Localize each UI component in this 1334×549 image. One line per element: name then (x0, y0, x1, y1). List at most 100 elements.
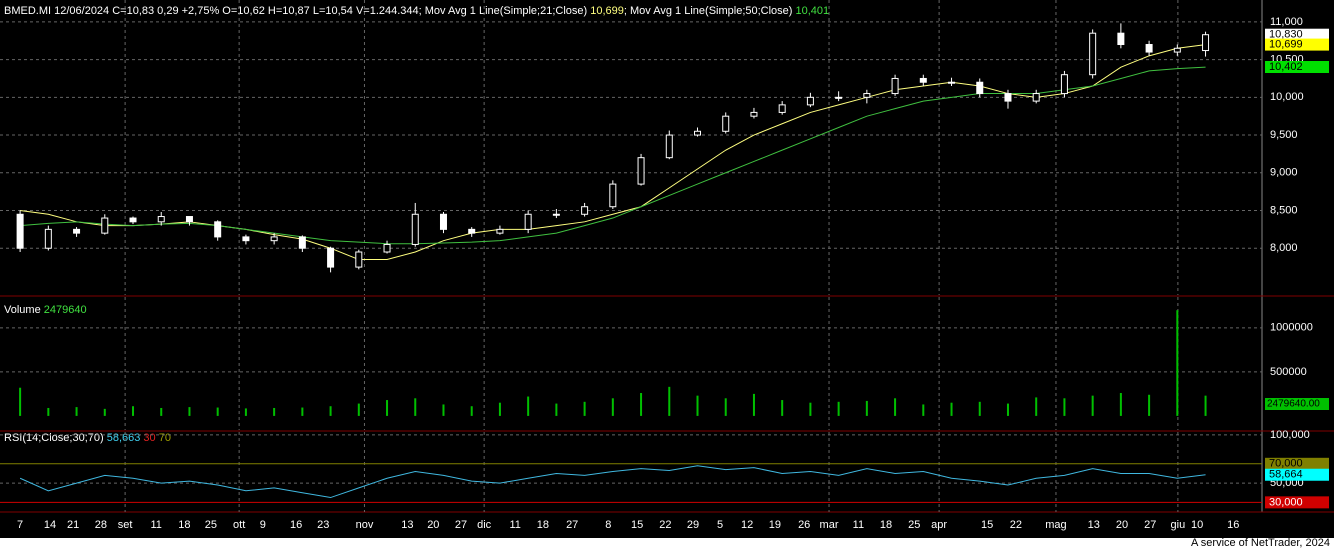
x-tick-label: apr (931, 519, 947, 531)
value-box-label: 10,699 (1269, 38, 1303, 50)
candle-body (609, 183, 617, 208)
x-tick-label: giu (1171, 519, 1186, 531)
value-box-label: 70,000 (1269, 458, 1303, 470)
volume-bar (357, 403, 360, 416)
volume-bar (244, 408, 247, 416)
candle-body (16, 213, 24, 249)
candle-body (496, 228, 504, 234)
volume-value: 2479640 (44, 304, 87, 316)
candle-body (637, 157, 645, 185)
x-tick-label: 22 (1010, 519, 1022, 531)
candle-body (1089, 32, 1097, 76)
candle-body (214, 221, 222, 238)
rsi-value: 58,663 (107, 432, 141, 444)
x-tick-label: 19 (769, 519, 781, 531)
volume-bar (301, 407, 304, 416)
candle-body (242, 236, 250, 242)
ma21-value: 10,699 (590, 5, 624, 17)
candle-body (891, 77, 899, 95)
volume-bar (414, 398, 417, 416)
candle-body (1202, 34, 1210, 52)
footer: A service of NetTrader, 2024 (1191, 537, 1330, 549)
x-tick-label: 11 (509, 519, 520, 531)
header-text: BMED.MI 12/06/2024 C=10,83 0,29 +2,75% O… (4, 5, 590, 17)
x-tick-label: 15 (981, 519, 993, 531)
x-tick-label: 15 (631, 519, 643, 531)
candle-body (411, 213, 419, 245)
volume-bar (724, 398, 727, 416)
candle-body (157, 216, 165, 223)
price-header: BMED.MI 12/06/2024 C=10,83 0,29 +2,75% O… (4, 5, 829, 17)
volume-bar (1148, 394, 1151, 416)
volume-bar (555, 403, 558, 416)
volume-bar (978, 401, 981, 416)
x-tick-label: 20 (1116, 519, 1128, 531)
value-box-label: 58,664 (1269, 469, 1303, 481)
y-tick-label: 9,500 (1270, 129, 1298, 141)
x-tick-label: 29 (687, 519, 699, 531)
x-tick-label: 28 (95, 519, 107, 531)
y-tick-label: 8,000 (1270, 242, 1298, 254)
volume-bar (837, 401, 840, 416)
volume-bar (1006, 403, 1009, 416)
candle-body (101, 217, 109, 234)
candle-body (327, 247, 335, 268)
candle-body (383, 243, 391, 253)
volume-bar (47, 407, 50, 416)
x-tick-label: 18 (537, 519, 549, 531)
x-tick-label: 23 (317, 519, 329, 531)
volume-bar (865, 400, 868, 416)
y-tick-label: 100,000 (1270, 429, 1310, 441)
footer-strip (0, 538, 1334, 549)
value-box (1265, 496, 1329, 509)
x-tick-label: 27 (1144, 519, 1156, 531)
candle-body (552, 213, 560, 216)
value-box (1265, 468, 1329, 481)
candle-body (73, 228, 81, 234)
x-tick-label: mar (820, 519, 839, 531)
volume-bar (894, 398, 897, 416)
x-tick-label: 27 (566, 519, 578, 531)
volume-bar (470, 406, 473, 416)
candle-body (1032, 93, 1040, 102)
x-tick-label: 18 (178, 519, 190, 531)
volume-bar (386, 400, 389, 416)
value-box (1265, 28, 1329, 41)
candle-body (722, 115, 730, 132)
volume-bar (75, 407, 78, 416)
candle-body (1004, 93, 1012, 102)
candle-body (694, 130, 702, 136)
candle-body (270, 236, 278, 242)
volume-bar (19, 387, 22, 416)
y-tick-label: 500000 (1270, 366, 1307, 378)
volume-bar (583, 401, 586, 416)
x-tick-label: 13 (401, 519, 413, 531)
volume-bar (188, 407, 191, 416)
rsi-low: 30 (140, 432, 155, 444)
y-tick-label: 10,000 (1270, 91, 1304, 103)
volume-bar (1176, 310, 1179, 416)
value-box (1265, 457, 1329, 470)
candle-body (468, 228, 476, 234)
x-tick-label: 25 (908, 519, 920, 531)
ma50-text: ; Mov Avg 1 Line(Simple;50;Close) (624, 5, 796, 17)
x-tick-label: 8 (605, 519, 611, 531)
x-tick-label: mag (1045, 519, 1066, 531)
volume-bar (527, 396, 530, 416)
x-tick-label: 18 (880, 519, 892, 531)
volume-bar (752, 393, 755, 416)
volume-bar (132, 406, 135, 416)
volume-bar (1204, 395, 1207, 416)
x-tick-label: 21 (67, 519, 79, 531)
x-tick-label: 25 (205, 519, 217, 531)
candle-body (298, 236, 306, 249)
volume-header: Volume 2479640 (4, 304, 87, 316)
x-tick-label: 7 (17, 519, 23, 531)
x-tick-label: 11 (150, 519, 161, 531)
value-box (1265, 38, 1329, 51)
x-tick-label: 9 (260, 519, 266, 531)
y-tick-label: 8,500 (1270, 204, 1298, 216)
candle-body (1173, 47, 1181, 53)
volume-bar (498, 402, 501, 416)
volume-bar (216, 407, 219, 416)
